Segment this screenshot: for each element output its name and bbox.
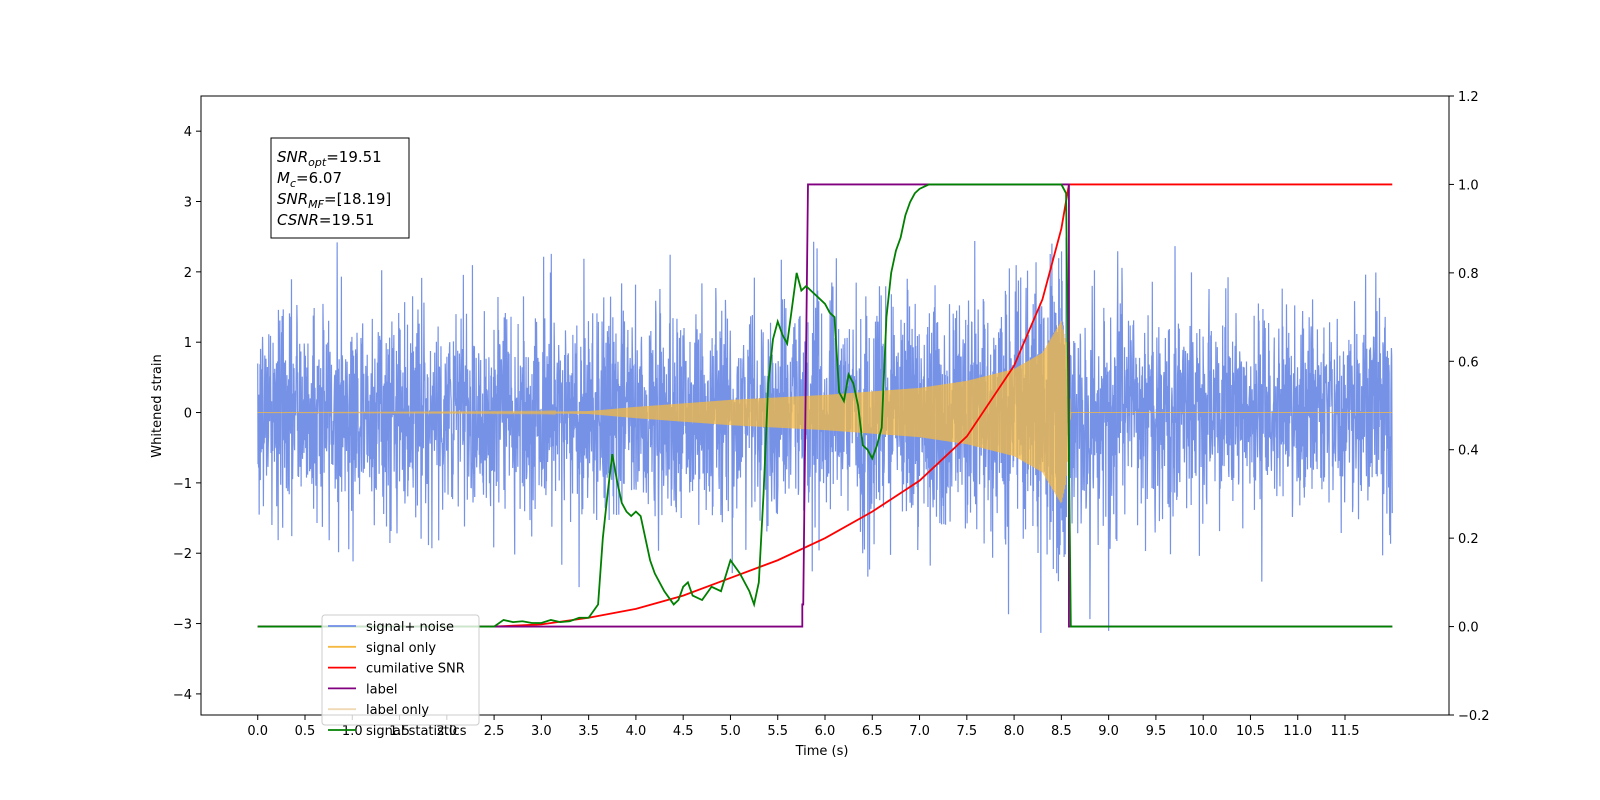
x-tick-label: 3.0 — [531, 724, 552, 739]
legend: signal+ noise signal only cumilative SNR la… — [321, 614, 480, 739]
y-tick-label: 1 — [184, 336, 192, 351]
y2-tick-label: 0.0 — [1458, 621, 1479, 636]
series-layer — [257, 183, 1393, 633]
x-tick-label: 1.0 — [342, 724, 363, 739]
x-tick-label: 9.5 — [1146, 724, 1167, 739]
info-line: CSNR=19.51 — [277, 211, 374, 229]
series-cumulative-snr — [257, 183, 1393, 628]
x-tick-label: 4.0 — [626, 724, 647, 739]
x-tick-label: 4.5 — [673, 724, 694, 739]
x-tick-label: 0.5 — [295, 724, 316, 739]
series-signal-statistics — [257, 183, 1393, 628]
y-tick-label: 2 — [184, 266, 192, 281]
x-tick-label: 3.5 — [578, 724, 599, 739]
legend-frame — [321, 614, 480, 726]
y-tick-label: 3 — [184, 196, 192, 211]
y2-tick-label: 0.2 — [1458, 532, 1479, 547]
x-tick-label: 5.0 — [720, 724, 741, 739]
y-axis-label: Whitened strain — [150, 354, 165, 457]
info-line: Mc=6.07 — [277, 169, 342, 190]
x-tick-label: 7.0 — [909, 724, 930, 739]
x-axis-label: Time (s) — [795, 744, 849, 759]
legend-label: label — [366, 682, 397, 697]
y-tick-label: 0 — [184, 407, 192, 422]
x-tick-label: 10.0 — [1189, 724, 1218, 739]
info-box-frame — [270, 137, 410, 239]
legend-label: signal+ noise — [366, 620, 454, 635]
legend-label: cumilative SNR — [366, 662, 465, 677]
legend-label: signal statistics — [366, 724, 467, 739]
info-box: SNRopt=19.51Mc=6.07SNRMF=[18.19]CSNR=19.… — [270, 137, 410, 239]
y2-tick-label: 0.8 — [1458, 267, 1479, 282]
x-tick-label: 2.0 — [436, 724, 457, 739]
y-axis-left: 4 3 2 1 0 −1 −2 −3 −4 — [173, 125, 201, 703]
y2-tick-label: 1.0 — [1458, 178, 1479, 193]
x-tick-label: 2.5 — [484, 724, 505, 739]
x-tick-label: 0.0 — [247, 724, 268, 739]
x-tick-label: 9.0 — [1098, 724, 1119, 739]
x-tick-label: 6.0 — [815, 724, 836, 739]
x-tick-label: 6.5 — [862, 724, 883, 739]
y2-tick-label: 0.4 — [1458, 444, 1479, 459]
y-axis-right: 1.2 1.0 0.8 0.6 0.4 0.2 0.0 −0.2 — [1449, 90, 1490, 724]
x-axis: 0.0 0.5 1.0 1.5 2.0 2.5 3.0 3.5 4.0 4.5 5.0 5.5 6.0 6… — [247, 715, 1359, 739]
y-tick-label: 4 — [184, 125, 192, 140]
y-tick-label: −4 — [173, 688, 192, 703]
x-tick-label: 8.5 — [1051, 724, 1072, 739]
x-tick-label: 11.0 — [1283, 724, 1312, 739]
x-tick-label: 8.0 — [1004, 724, 1025, 739]
x-tick-label: 11.5 — [1331, 724, 1360, 739]
legend-label: label only — [366, 703, 429, 718]
info-line: SNRMF=[18.19] — [277, 190, 391, 211]
x-tick-label: 5.5 — [767, 724, 788, 739]
info-line: SNRopt=19.51 — [277, 148, 382, 169]
y2-tick-label: −0.2 — [1458, 709, 1490, 724]
y2-tick-label: 0.6 — [1458, 355, 1479, 370]
x-tick-label: 10.5 — [1236, 724, 1265, 739]
x-tick-label: 7.5 — [956, 724, 977, 739]
y-tick-label: −1 — [173, 477, 192, 492]
x-tick-label: 1.5 — [389, 724, 410, 739]
legend-label: signal only — [366, 641, 436, 656]
y-tick-label: −2 — [173, 547, 192, 562]
y-tick-label: −3 — [173, 618, 192, 633]
series-signal-only — [257, 321, 1393, 504]
y2-tick-label: 1.2 — [1458, 90, 1479, 105]
